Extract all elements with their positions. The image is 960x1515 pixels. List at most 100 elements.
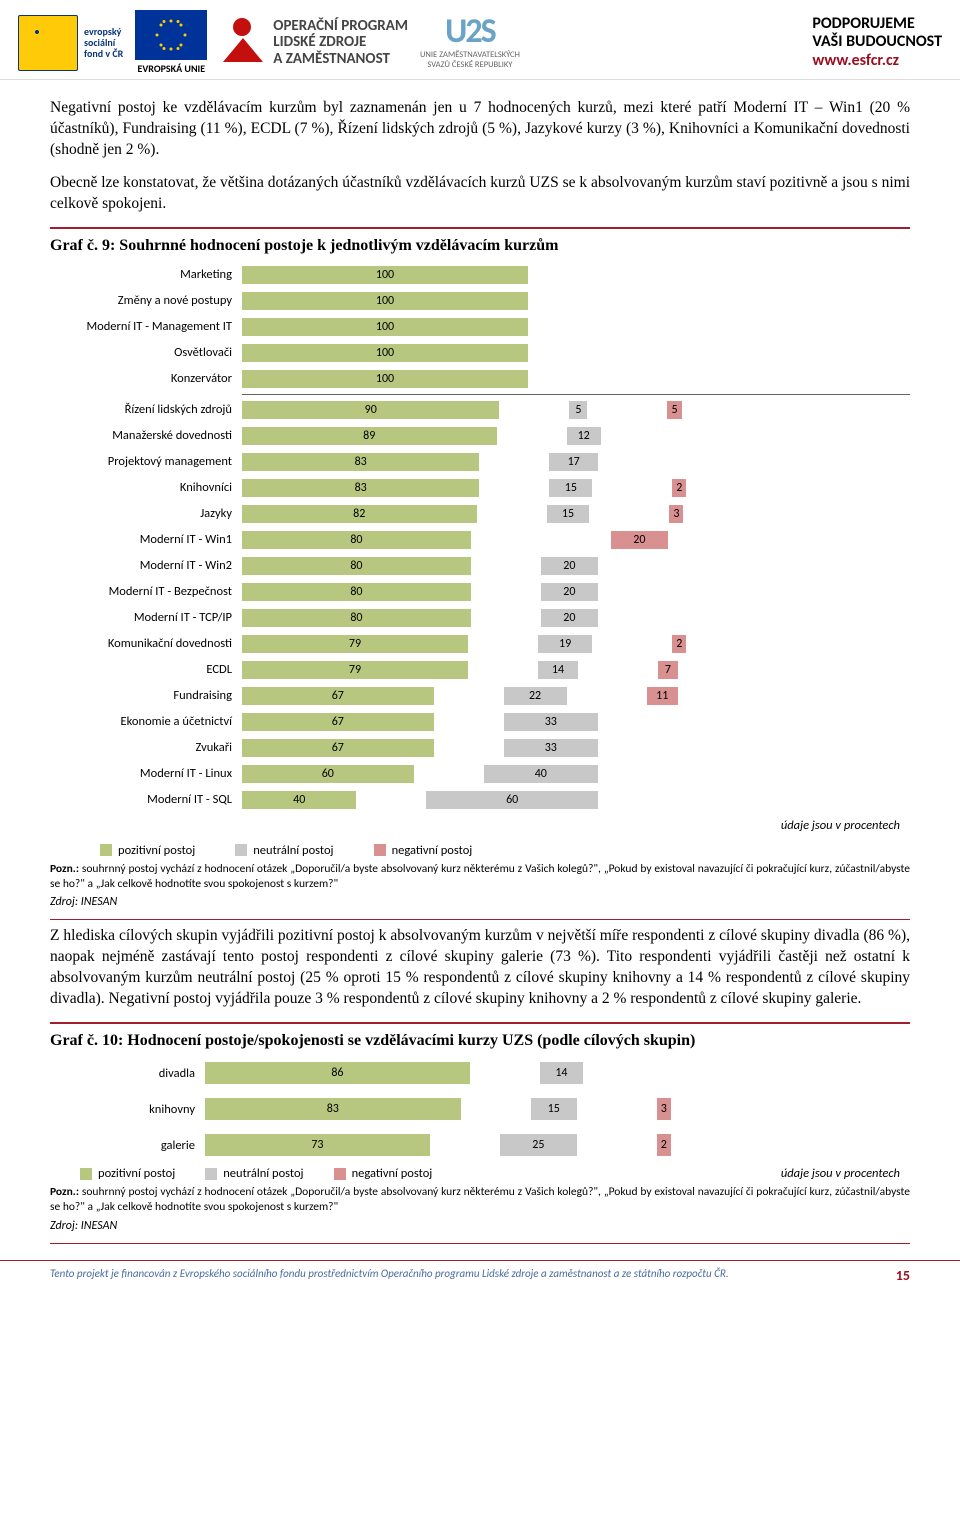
chart-row-label: Moderní IT - Win1 bbox=[50, 532, 242, 547]
chart-row: Moderní IT - SQL4060 bbox=[50, 788, 910, 812]
chart-row-bars: 83 17 bbox=[242, 453, 910, 471]
chart-row-label: Fundraising bbox=[50, 688, 242, 703]
chart-row: Moderní IT - Linux6040 bbox=[50, 762, 910, 786]
page-number: 15 bbox=[896, 1267, 910, 1284]
swatch-neu-icon bbox=[205, 1168, 217, 1180]
header-logos: evropský sociální fond v ČR EVROPSKÁ UNI… bbox=[0, 0, 960, 80]
bar-seg-negative: 2 bbox=[672, 479, 686, 497]
chart-row-bars: 8020 bbox=[242, 557, 910, 575]
chart-row-label: Řízení lidských zdrojů bbox=[50, 402, 242, 417]
graf9-percent-note: údaje jsou v procentech bbox=[50, 818, 900, 833]
chart-row-label: Moderní IT - SQL bbox=[50, 792, 242, 807]
bar-seg-positive: 73 bbox=[205, 1134, 430, 1156]
chart-row: ECDL79147 bbox=[50, 658, 910, 682]
bar-seg-positive: 100 bbox=[242, 292, 528, 310]
bar-seg-negative: 2 bbox=[672, 635, 686, 653]
uzs-mark: U2S bbox=[445, 15, 495, 49]
chart-row-bars: 8020 bbox=[242, 531, 910, 549]
divider bbox=[50, 1022, 910, 1024]
legend-pos-label: pozitivní postoj bbox=[118, 843, 195, 858]
graf10-chart: divadla8614knihovny83153galerie73252 bbox=[50, 1058, 910, 1160]
chart-row-bars: 100 bbox=[242, 344, 910, 362]
chart-row: Řízení lidských zdrojů9055 bbox=[50, 398, 910, 422]
chart-row-bars: 9055 bbox=[242, 401, 910, 419]
bar-seg-negative: 5 bbox=[667, 401, 681, 419]
chart-row: Marketing100 bbox=[50, 263, 910, 287]
chart-row: knihovny83153 bbox=[50, 1094, 910, 1124]
op-logo: OPERAČNÍ PROGRAM LIDSKÉ ZDROJE A ZAMĚSTN… bbox=[219, 16, 408, 70]
bar-seg-positive: 60 bbox=[242, 765, 414, 783]
bar-seg-neutral: 15 bbox=[531, 1098, 577, 1120]
support-block: PODPORUJEME VAŠI BUDOUCNOST www.esfcr.cz bbox=[812, 15, 942, 70]
chart-row-bars: 8912 bbox=[242, 427, 910, 445]
graf10-source: Zdroj: INESAN bbox=[50, 1219, 910, 1233]
bar-seg-positive: 86 bbox=[205, 1062, 470, 1084]
bar-seg-neutral: 5 bbox=[569, 401, 587, 419]
chart-row-label: Jazyky bbox=[50, 506, 242, 521]
chart-row-label: divadla bbox=[50, 1066, 205, 1081]
chart-row-label: Změny a nové postupy bbox=[50, 293, 242, 308]
bar-seg-neutral: 14 bbox=[538, 661, 578, 679]
eu-logo: EVROPSKÁ UNIE bbox=[135, 10, 207, 75]
bar-seg-positive: 80 bbox=[242, 557, 471, 575]
bar-seg-positive: 82 bbox=[242, 505, 477, 523]
bar-seg-neutral: 22 bbox=[504, 687, 567, 705]
page-footer: Tento projekt je financován z Evropského… bbox=[0, 1260, 960, 1304]
esf-text-3: fond v ČR bbox=[84, 48, 123, 59]
legend2-neg: negativní postoj bbox=[334, 1166, 433, 1181]
graf10-note: Pozn.: souhrnný postoj vychází z hodnoce… bbox=[50, 1185, 910, 1215]
divider bbox=[50, 227, 910, 229]
support-1: PODPORUJEME bbox=[812, 15, 942, 33]
legend-neu: neutrální postoj bbox=[235, 843, 333, 858]
bar-seg-positive: 100 bbox=[242, 370, 528, 388]
chart-row-label: Projektový management bbox=[50, 454, 242, 469]
chart-row-bars: 6733 bbox=[242, 739, 910, 757]
legend2-neu: neutrální postoj bbox=[205, 1166, 303, 1181]
para-1: Negativní postoj ke vzdělávacím kurzům b… bbox=[50, 98, 910, 161]
chart-row-bars: 79192 bbox=[242, 635, 910, 653]
para-3: Z hlediska cílových skupin vyjádřili poz… bbox=[50, 926, 910, 1010]
chart-row: Moderní IT - TCP/IP8020 bbox=[50, 606, 910, 630]
bar-seg-positive: 83 bbox=[242, 453, 479, 471]
bar-seg-positive: 67 bbox=[242, 713, 434, 731]
legend-neg: negativní postoj bbox=[374, 843, 473, 858]
swatch-pos-icon bbox=[80, 1168, 92, 1180]
bar-seg-positive: 67 bbox=[242, 687, 434, 705]
chart-row-label: Moderní IT - Linux bbox=[50, 766, 242, 781]
graf10-legend: pozitivní postoj neutrální postoj negati… bbox=[80, 1166, 910, 1181]
chart-row-label: ECDL bbox=[50, 662, 242, 677]
bar-seg-positive: 83 bbox=[205, 1098, 461, 1120]
bar-seg-neutral: 12 bbox=[567, 427, 601, 445]
chart-row-label: Marketing bbox=[50, 267, 242, 282]
chart-row: Moderní IT - Management IT100 bbox=[50, 315, 910, 339]
bar-seg-neutral: 20 bbox=[541, 609, 598, 627]
eu-flag-icon bbox=[135, 10, 207, 60]
para-2: Obecně lze konstatovat, že většina dotáz… bbox=[50, 173, 910, 215]
op-text-3: A ZAMĚSTNANOST bbox=[273, 51, 408, 68]
swatch-neu-icon bbox=[235, 844, 247, 856]
chart-row-label: galerie bbox=[50, 1138, 205, 1153]
chart-row-bars: 73252 bbox=[205, 1136, 910, 1154]
chart-row-label: Zvukaři bbox=[50, 740, 242, 755]
chart-row-bars: 8020 bbox=[242, 609, 910, 627]
chart-row: Knihovníci83152 bbox=[50, 476, 910, 500]
legend2-neg-label: negativní postoj bbox=[352, 1166, 433, 1181]
graf9-note-label: Pozn.: bbox=[50, 862, 79, 876]
chart-row-bars: 8614 bbox=[205, 1064, 910, 1082]
graf9-note: Pozn.: souhrnný postoj vychází z hodnoce… bbox=[50, 862, 910, 892]
bar-seg-negative: 3 bbox=[669, 505, 683, 523]
legend-pos: pozitivní postoj bbox=[100, 843, 195, 858]
uzs-logo: U2S UNIE ZAMĚSTNAVATELSKÝCH SVAZŮ ČESKÉ … bbox=[420, 15, 520, 70]
chart-row: Manažerské dovednosti8912 bbox=[50, 424, 910, 448]
chart-section-divider bbox=[242, 394, 910, 395]
chart-row-bars: 8020 bbox=[242, 583, 910, 601]
chart-row-label: Manažerské dovednosti bbox=[50, 428, 242, 443]
bar-seg-neutral: 33 bbox=[504, 713, 598, 731]
chart-row-label: Konzervátor bbox=[50, 371, 242, 386]
bar-seg-negative: 3 bbox=[657, 1098, 671, 1120]
bar-seg-neutral: 17 bbox=[549, 453, 598, 471]
chart-row-bars: 100 bbox=[242, 292, 910, 310]
chart-row: Moderní IT - Bezpečnost8020 bbox=[50, 580, 910, 604]
graf9-title: Graf č. 9: Souhrnné hodnocení postoje k … bbox=[50, 237, 910, 255]
chart-row-bars: 82153 bbox=[242, 505, 910, 523]
